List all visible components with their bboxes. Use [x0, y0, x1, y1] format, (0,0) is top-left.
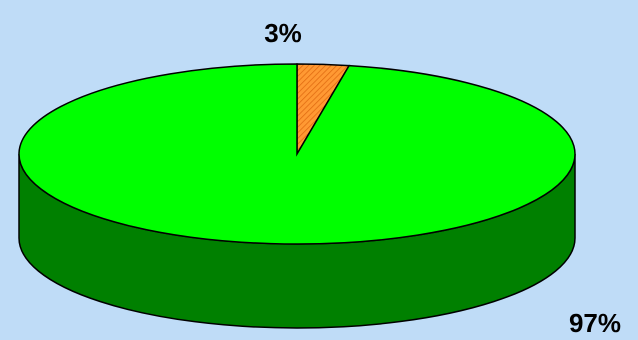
- pie-top-face: [18, 63, 576, 245]
- data-label-slice-large: 97%: [569, 308, 621, 338]
- pie-slice-1: [18, 63, 576, 245]
- data-label-slice-small: 3%: [264, 18, 302, 48]
